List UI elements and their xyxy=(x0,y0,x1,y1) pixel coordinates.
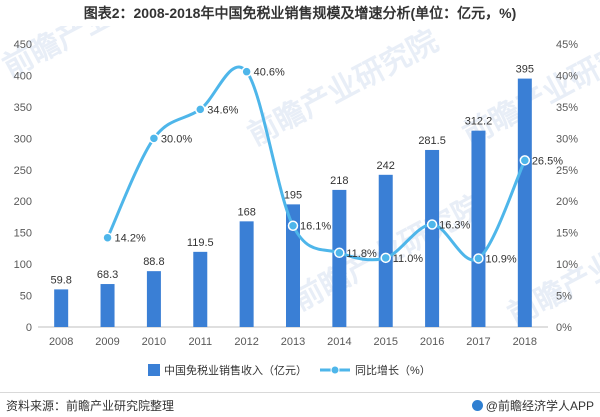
bar-value-label: 119.5 xyxy=(187,237,214,249)
legend-bar-label: 中国免税业销售收入（亿元） xyxy=(164,363,307,377)
bar-value-label: 281.5 xyxy=(418,135,446,147)
x-tick-label: 2013 xyxy=(281,336,305,348)
y-right-tick-label: 40% xyxy=(556,70,578,82)
x-tick-label: 2015 xyxy=(373,336,397,348)
line-value-label: 10.9% xyxy=(485,253,516,265)
y-left-tick-label: 250 xyxy=(14,165,32,177)
y-right-tick-label: 0% xyxy=(556,322,572,334)
y-left-tick-label: 450 xyxy=(14,39,32,51)
bar-value-label: 312.2 xyxy=(465,116,493,128)
line-value-label: 16.3% xyxy=(439,219,470,231)
line-point xyxy=(380,252,391,264)
bar xyxy=(100,284,115,327)
line-value-label: 11.8% xyxy=(346,248,377,260)
source-note: 资料来源：前瞻产业研究院整理 xyxy=(6,399,175,413)
y-right-tick-label: 30% xyxy=(556,133,578,145)
bar-value-label: 88.8 xyxy=(143,256,164,268)
x-tick-label: 2009 xyxy=(95,336,119,348)
y-right-tick-label: 35% xyxy=(556,102,578,114)
legend-bar-swatch xyxy=(148,364,160,376)
bar-series xyxy=(54,78,532,327)
footer-divider xyxy=(0,392,600,393)
watermark-text: 前瞻产业研究院 xyxy=(502,204,600,333)
y-right-tick-label: 15% xyxy=(556,228,578,240)
bar-value-label: 195 xyxy=(284,189,302,201)
y-left-tick-label: 300 xyxy=(14,133,32,145)
bar-value-label: 395 xyxy=(516,64,534,76)
y-left-tick-label: 0 xyxy=(26,322,32,334)
bar xyxy=(54,289,69,327)
line-point xyxy=(195,104,206,115)
line-point xyxy=(473,253,484,264)
line-point xyxy=(334,247,345,259)
bar xyxy=(239,221,254,327)
watermark-text: 前瞻产业研究院 xyxy=(242,26,443,152)
y-right-tick-label: 10% xyxy=(556,259,578,271)
bar-value-label: 168 xyxy=(237,206,255,218)
x-tick-label: 2016 xyxy=(420,336,444,348)
y-left-tick-label: 200 xyxy=(14,196,32,208)
chart-title: 图表2：2008-2018年中国免税业销售规模及增速分析(单位：亿元，%) xyxy=(83,5,517,21)
x-tick-label: 2018 xyxy=(513,336,537,348)
bar xyxy=(471,130,486,327)
x-tick-label: 2011 xyxy=(188,336,212,348)
bar xyxy=(517,78,532,327)
bar-value-label: 59.8 xyxy=(50,274,71,286)
y-right-tick-label: 5% xyxy=(556,291,572,303)
chart: 前瞻产业研究院 前瞻产业研究院 前瞻产业研究院 前瞻产业研究院 前瞻产业研究院 … xyxy=(0,26,600,377)
line-value-label: 14.2% xyxy=(115,233,146,245)
legend-line-label: 同比增长（%） xyxy=(355,363,431,377)
line-point xyxy=(102,232,113,243)
bar xyxy=(425,149,440,327)
line-point xyxy=(148,133,160,144)
axes: 0 50 100 150 200 250 300 350 400 450 0% 5% 10% 15% 20%… xyxy=(14,39,579,348)
y-left-tick-label: 350 xyxy=(14,102,32,114)
line-value-label: 11.0% xyxy=(393,253,424,265)
legend-line-marker xyxy=(330,365,340,375)
line-value-label: 40.6% xyxy=(254,67,285,79)
y-left-tick-label: 50 xyxy=(20,291,32,303)
bar xyxy=(332,189,347,327)
x-tick-label: 2014 xyxy=(327,336,351,348)
line-value-label: 26.5% xyxy=(532,155,563,167)
growth-line xyxy=(106,65,527,262)
y-right-tick-label: 20% xyxy=(556,196,578,208)
x-tick-label: 2008 xyxy=(49,336,73,348)
line-value-label: 16.1% xyxy=(300,221,331,233)
line-series xyxy=(102,65,531,264)
line-value-label: 34.6% xyxy=(207,104,238,116)
line-point xyxy=(287,220,299,231)
bar xyxy=(286,204,300,327)
line-point xyxy=(426,219,438,230)
legend: 中国免税业销售收入（亿元） 同比增长（%） xyxy=(148,363,431,377)
line-value-label: 30.0% xyxy=(161,133,192,145)
bar xyxy=(193,251,208,327)
data-labels: 59.8 68.3 88.8 119.5 168 195 218 242 281.5 312.2 3… xyxy=(50,64,563,287)
y-right-tick-label: 45% xyxy=(556,39,578,51)
y-right-tick-label: 25% xyxy=(556,165,578,177)
x-tick-label: 2010 xyxy=(142,336,166,348)
brand-credit: @前瞻经济学人APP xyxy=(471,397,594,414)
y-left-tick-label: 100 xyxy=(14,259,32,271)
line-point xyxy=(241,66,252,77)
x-tick-label: 2012 xyxy=(234,336,258,348)
bar-value-label: 218 xyxy=(330,175,348,187)
bar-value-label: 242 xyxy=(377,160,395,172)
brand-text: @前瞻经济学人APP xyxy=(485,399,594,413)
x-tick-label: 2017 xyxy=(466,336,490,348)
bar xyxy=(378,174,393,327)
y-left-tick-label: 150 xyxy=(14,228,32,240)
line-point xyxy=(519,155,531,166)
y-left-tick-label: 400 xyxy=(14,70,32,82)
brand-logo-icon xyxy=(471,400,483,411)
bar-value-label: 68.3 xyxy=(97,269,118,281)
bar xyxy=(146,271,161,327)
